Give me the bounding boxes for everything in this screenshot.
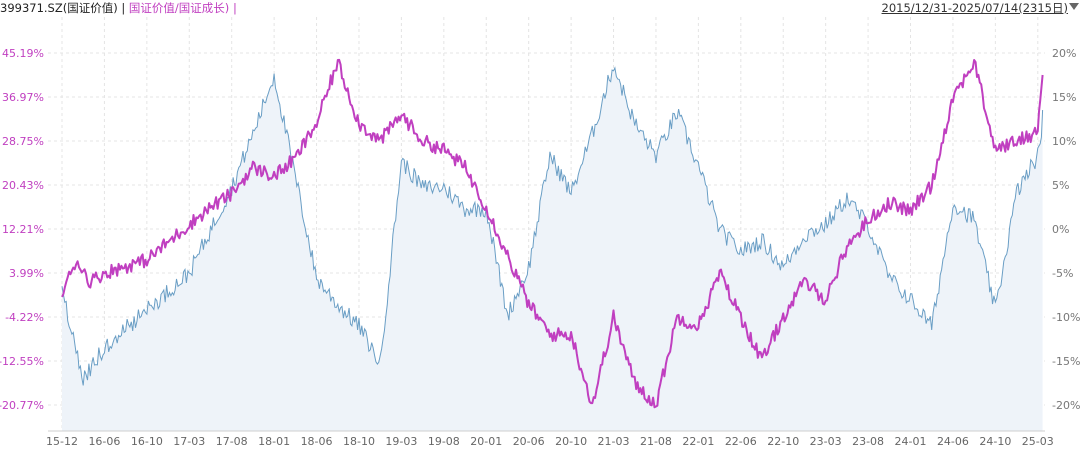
- right-axis-tick-label: 20%: [1052, 47, 1076, 60]
- ratio-title: 国证价值/国证成长): [128, 1, 230, 15]
- right-axis: 20% 15% 10% 5% 0% -5% -10% -15% -20%: [1052, 47, 1080, 412]
- date-range-selector[interactable]: 2015/12/31-2025/07/14(2315日): [881, 1, 1068, 15]
- x-axis-tick-label: 24-01: [895, 435, 927, 448]
- x-axis-tick-label: 23-03: [810, 435, 842, 448]
- x-axis-tick-label: 16-10: [131, 435, 163, 448]
- left-axis-tick-label: 3.99%: [9, 267, 44, 280]
- x-axis-tick-label: 25-03: [1022, 435, 1054, 448]
- x-axis-tick-label: 18-01: [258, 435, 290, 448]
- left-axis-tick-label: -4.22%: [5, 311, 44, 324]
- x-axis-tick-label: 24-10: [979, 435, 1011, 448]
- right-axis-tick-label: 15%: [1052, 91, 1076, 104]
- left-axis-tick-label: -20.77%: [0, 399, 44, 412]
- right-axis-tick-label: 0%: [1052, 223, 1069, 236]
- left-axis-tick-label: 20.43%: [2, 179, 44, 192]
- index-code-title: 399371.SZ(国证价值): [0, 1, 118, 15]
- x-axis-tick-label: 16-06: [88, 435, 120, 448]
- x-axis-tick-label: 20-06: [513, 435, 545, 448]
- x-axis-tick-label: 17-03: [173, 435, 205, 448]
- x-axis-tick-label: 22-01: [682, 435, 714, 448]
- left-axis-tick-label: 28.75%: [2, 135, 44, 148]
- right-axis-tick-label: 10%: [1052, 135, 1076, 148]
- index-area-fill: [62, 67, 1043, 432]
- x-axis-tick-label: 22-10: [767, 435, 799, 448]
- ratio-series-line: [61, 58, 1044, 409]
- chart-header: 399371.SZ(国证价值) | 国证价值/国证成长) | 2015/12/3…: [0, 0, 1080, 16]
- title-separator: |: [121, 1, 126, 15]
- x-axis-tick-label: 21-08: [640, 435, 672, 448]
- x-axis-tick-label: 17-08: [216, 435, 248, 448]
- chart-title: 399371.SZ(国证价值) | 国证价值/国证成长) |: [0, 0, 237, 16]
- index-series-line: [61, 66, 1044, 386]
- series-lines: [61, 58, 1044, 409]
- left-axis-tick-label: 12.21%: [2, 223, 44, 236]
- x-axis-tick-label: 21-03: [598, 435, 630, 448]
- x-axis-tick-label: 19-03: [385, 435, 417, 448]
- x-axis-tick-label: 22-06: [725, 435, 757, 448]
- x-axis-tick-label: 20-01: [470, 435, 502, 448]
- left-axis-tick-label: 36.97%: [2, 91, 44, 104]
- x-axis-tick-label: 23-08: [852, 435, 884, 448]
- right-axis-tick-label: -10%: [1052, 311, 1080, 324]
- left-axis: 45.19% 36.97% 28.75% 20.43% 12.21% 3.99% -4.22…: [0, 47, 44, 412]
- ratio-title-suffix: |: [232, 1, 237, 15]
- x-axis-tick-label: 18-06: [301, 435, 333, 448]
- right-axis-tick-label: -20%: [1052, 399, 1080, 412]
- right-axis-tick-label: 5%: [1052, 179, 1069, 192]
- left-axis-tick-label: 45.19%: [2, 47, 44, 60]
- right-axis-tick-label: -15%: [1052, 355, 1080, 368]
- x-axis-tick-label: 19-08: [428, 435, 460, 448]
- x-axis-tick-label: 24-06: [937, 435, 969, 448]
- x-axis-tick-label: 15-12: [46, 435, 78, 448]
- index-area: [62, 67, 1043, 432]
- caret-down-icon[interactable]: [1069, 3, 1079, 10]
- right-axis-tick-label: -5%: [1052, 267, 1073, 280]
- left-axis-tick-label: -12.55%: [0, 355, 44, 368]
- x-axis: 15-12 16-06 16-10 17-03 17-08 18-01 18-06 18-10…: [46, 430, 1054, 448]
- x-axis-tick-label: 20-10: [555, 435, 587, 448]
- x-axis-tick-label: 18-10: [343, 435, 375, 448]
